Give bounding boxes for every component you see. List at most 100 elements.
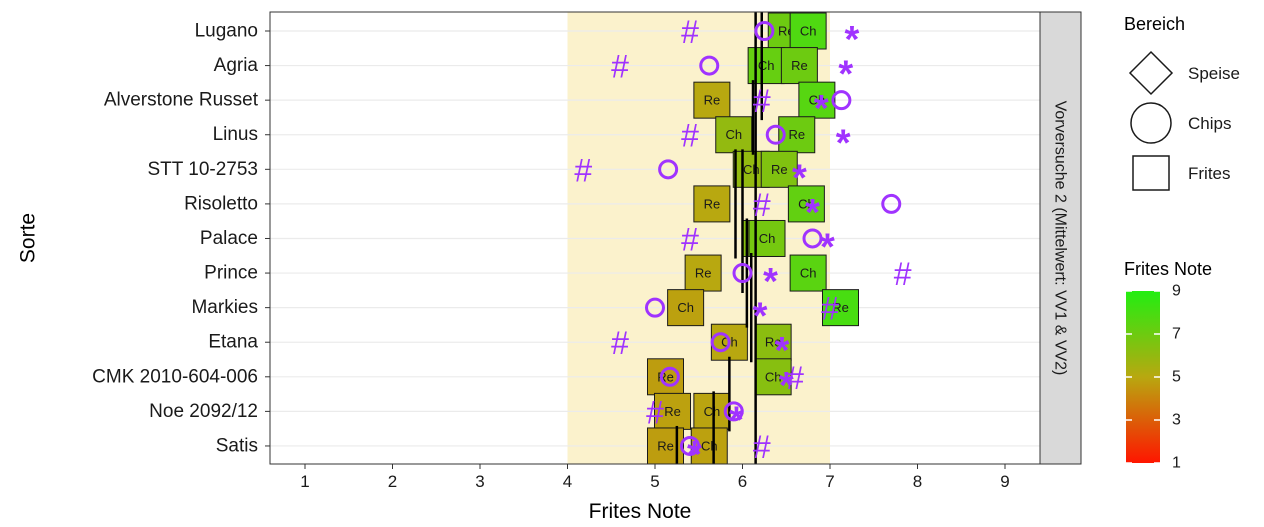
y-tick-label: Etana <box>208 332 258 353</box>
x-tick-label: 4 <box>563 472 572 491</box>
star-point: * <box>844 19 859 61</box>
frites-box <box>715 116 753 154</box>
frites-box <box>693 81 731 119</box>
facet-strip-label: Vorversuche 2 (Mittelwert: VV1 & VV2) <box>1052 101 1069 376</box>
x-axis-title: Frites Note <box>589 500 692 523</box>
frites-box <box>693 185 731 223</box>
frites-box-label: Re <box>664 404 681 419</box>
y-tick-label: CMK 2010-604-006 <box>92 366 258 387</box>
hash-point: # <box>611 325 629 361</box>
hash-point: # <box>681 221 699 257</box>
y-axis-title: Sorte <box>17 213 40 263</box>
frites-box-label: Ch <box>758 58 775 73</box>
star-point: * <box>814 88 829 130</box>
star-point: * <box>838 54 853 96</box>
frites-box-label: Ch <box>800 24 817 39</box>
data-marks: Re Ch Ch Re Re Ch Ch Re Ch Re Re Ch Re Ch Re Ch Ch Re Ch Re… <box>574 12 912 476</box>
y-tick-label: Risoletto <box>184 193 258 214</box>
frites-box <box>780 47 818 85</box>
frites-box-label: Ch <box>701 438 718 453</box>
frites-box-label: Ch <box>759 231 776 246</box>
frites-box <box>822 289 859 327</box>
frites-box <box>754 323 792 361</box>
frites-box <box>647 358 684 396</box>
legend-diamond-icon <box>1128 50 1174 96</box>
star-point: * <box>753 296 768 338</box>
frites-box-label: Re <box>771 162 788 177</box>
frites-box-label: Re <box>695 266 712 281</box>
frites-box-label: Re <box>657 369 674 384</box>
x-tick-label: 7 <box>825 472 834 491</box>
hash-point: # <box>753 429 771 465</box>
hash-point: # <box>646 394 664 430</box>
frites-box <box>667 289 705 327</box>
hash-point: # <box>611 49 629 85</box>
chips-point <box>658 159 679 180</box>
color-tick-label: 3 <box>1172 412 1181 429</box>
chips-point <box>831 90 852 111</box>
frites-box <box>789 12 827 50</box>
frites-box-label: Re <box>657 438 674 453</box>
chips-point <box>659 366 680 387</box>
chips-point <box>802 228 823 249</box>
chips-point <box>699 55 720 76</box>
legend-square-icon <box>1132 155 1170 191</box>
y-axis: Lugano Agria Alverstone Russet Linus STT 10-… <box>92 21 270 456</box>
frites-box <box>684 254 722 292</box>
frites-box <box>654 392 691 430</box>
legend-shape: Bereich Speise Chips Frites <box>1124 14 1240 191</box>
legend-color-ticks: 1 3 5 7 9 <box>1126 283 1181 472</box>
frites-box <box>798 81 836 119</box>
chips-point <box>754 21 775 41</box>
hash-point: # <box>681 14 699 50</box>
star-point: * <box>774 330 789 372</box>
star-point: * <box>729 399 744 441</box>
x-tick-label: 9 <box>1000 472 1009 491</box>
legend-circle-icon <box>1130 102 1172 144</box>
x-tick-label: 2 <box>388 472 397 491</box>
hash-point: # <box>894 256 912 292</box>
frites-box-label: Re <box>791 58 808 73</box>
y-tick-label: Satis <box>216 435 258 456</box>
color-tick-label: 7 <box>1172 326 1181 343</box>
y-tick-label: Linus <box>213 124 258 145</box>
chips-point <box>723 401 744 422</box>
frites-box-label: Ch <box>765 369 782 384</box>
y-tick-label: Palace <box>200 228 258 249</box>
star-point: * <box>805 192 820 234</box>
legend-shape-title: Bereich <box>1124 14 1185 34</box>
hash-point: # <box>821 291 839 327</box>
frites-box-label: Ch <box>743 162 760 177</box>
frites-box-label: Ch <box>798 196 815 211</box>
facet-strip-background <box>1039 11 1082 465</box>
chips-point <box>732 263 753 284</box>
frites-box-label: Re <box>832 300 849 315</box>
chips-point <box>645 297 665 318</box>
star-point: * <box>763 261 778 303</box>
frites-box-label: Ch <box>704 404 721 419</box>
hash-point: # <box>786 360 804 396</box>
color-tick-label: 1 <box>1172 455 1181 472</box>
frites-box-label: Ch <box>809 93 826 108</box>
frites-box <box>787 185 825 223</box>
y-tick-label: Prince <box>204 263 258 284</box>
y-tick-label: Lugano <box>195 21 258 42</box>
frites-box-label: Re <box>788 127 805 142</box>
hash-point: # <box>753 83 771 119</box>
legend-item-chips: Chips <box>1188 114 1231 133</box>
y-tick-label: Markies <box>191 297 258 318</box>
frites-box <box>747 47 785 85</box>
color-tick-label: 9 <box>1172 283 1181 300</box>
frites-box <box>760 150 798 188</box>
x-tick-label: 3 <box>475 472 484 491</box>
y-tick-label: Noe 2092/12 <box>149 401 258 422</box>
frites-box-label: Re <box>704 93 721 108</box>
facet-strip: Vorversuche 2 (Mittelwert: VV1 & VV2) <box>1039 11 1082 465</box>
x-axis: 1 2 3 4 5 6 7 8 9 <box>300 464 1010 491</box>
x-tick-label: 6 <box>738 472 747 491</box>
frites-box-label: Ch <box>677 300 694 315</box>
frites-box-label: Re <box>704 196 721 211</box>
hash-point: # <box>574 152 592 188</box>
star-point: * <box>687 434 702 476</box>
